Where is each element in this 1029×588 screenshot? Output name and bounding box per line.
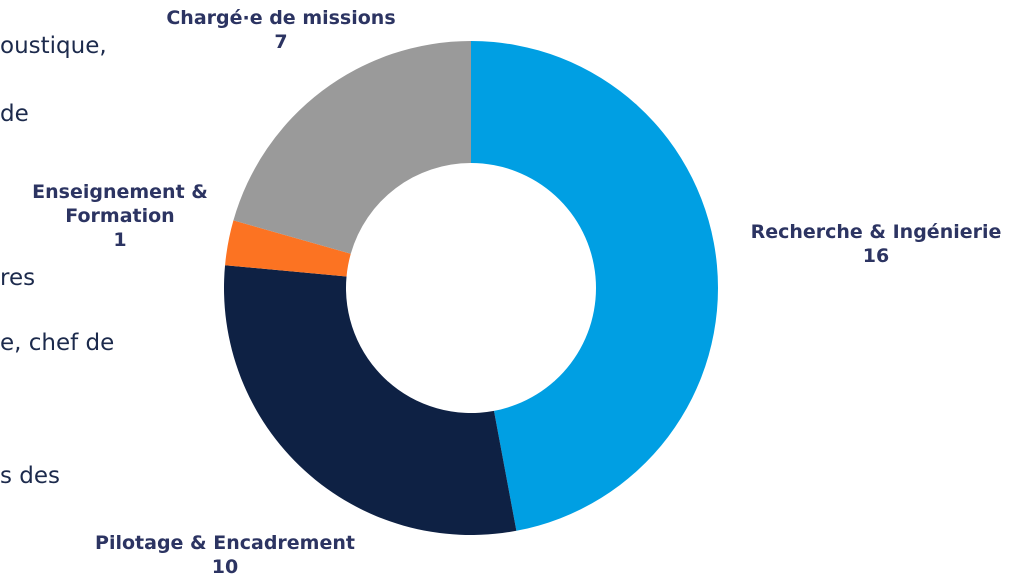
category-label: Chargé·e de missions [166, 7, 396, 29]
segment-label: Recherche & Ingénierie 16 [726, 220, 1026, 268]
category-label: Enseignement & Formation [32, 181, 208, 227]
value-label: 1 [113, 229, 127, 251]
side-text: e, chef de [0, 330, 115, 356]
segment-label: Enseignement & Formation 1 [10, 180, 230, 252]
donut-segment [225, 220, 351, 277]
segment-label: Chargé·e de missions 7 [131, 6, 431, 54]
side-text: de [0, 101, 29, 127]
value-label: 7 [274, 31, 288, 53]
side-text: s des [0, 463, 61, 489]
donut-segment [233, 41, 471, 254]
category-label: Recherche & Ingénierie [750, 221, 1002, 243]
category-label: Pilotage & Encadrement [95, 532, 355, 554]
segment-label: Pilotage & Encadrement 10 [25, 531, 425, 579]
donut-segment [224, 265, 517, 535]
side-text: res [0, 265, 36, 291]
donut-segment [471, 41, 719, 531]
side-text: oustique, [0, 33, 107, 59]
value-label: 10 [211, 556, 239, 578]
value-label: 16 [862, 245, 890, 267]
